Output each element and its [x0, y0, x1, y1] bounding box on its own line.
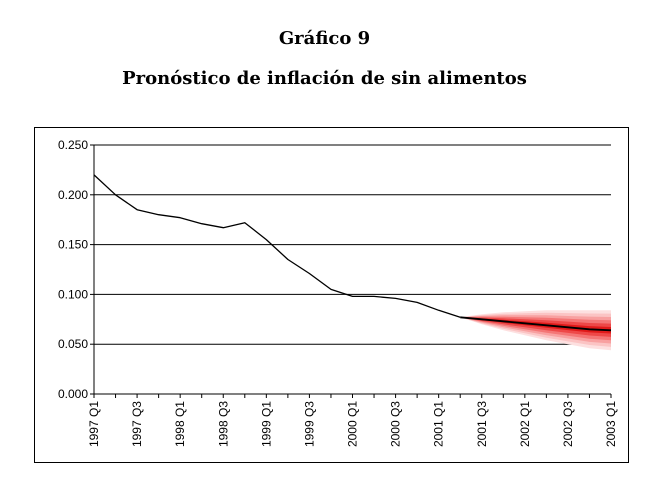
series-line-0 — [93, 174, 461, 318]
series-line-1 — [460, 316, 612, 332]
fan-band-4 — [460, 317, 611, 337]
chart-subtitle: Pronóstico de inflación de sin alimentos — [122, 68, 527, 89]
y-tick-label-4: 0.200 — [58, 188, 88, 202]
y-tick-label-0: 0.000 — [58, 387, 88, 401]
x-tick-label-11: 2002 Q3 — [561, 401, 575, 447]
x-tick-label-6: 2000 Q1 — [346, 401, 360, 447]
y-tick-label-5: 0.250 — [58, 138, 88, 152]
y-tick-label-1: 0.050 — [58, 337, 88, 351]
x-tick-label-4: 1999 Q1 — [259, 401, 273, 447]
x-tick-label-1: 1997 Q3 — [130, 401, 144, 447]
x-tick-label-2: 1998 Q1 — [173, 401, 187, 447]
y-tick-label-3: 0.150 — [58, 238, 88, 252]
y-tick-label-2: 0.100 — [58, 287, 88, 301]
chart-title: Gráfico 9 — [278, 28, 371, 49]
x-tick-label-3: 1998 Q3 — [216, 401, 230, 447]
x-tick-label-12: 2003 Q1 — [604, 401, 618, 447]
x-tick-label-9: 2001 Q3 — [475, 401, 489, 447]
x-tick-label-7: 2000 Q3 — [389, 401, 403, 447]
x-tick-label-0: 1997 Q1 — [87, 401, 101, 447]
x-tick-label-5: 1999 Q3 — [302, 401, 316, 447]
x-tick-label-8: 2001 Q1 — [432, 401, 446, 447]
chart-frame — [34, 127, 629, 463]
x-tick-label-10: 2002 Q1 — [518, 401, 532, 447]
